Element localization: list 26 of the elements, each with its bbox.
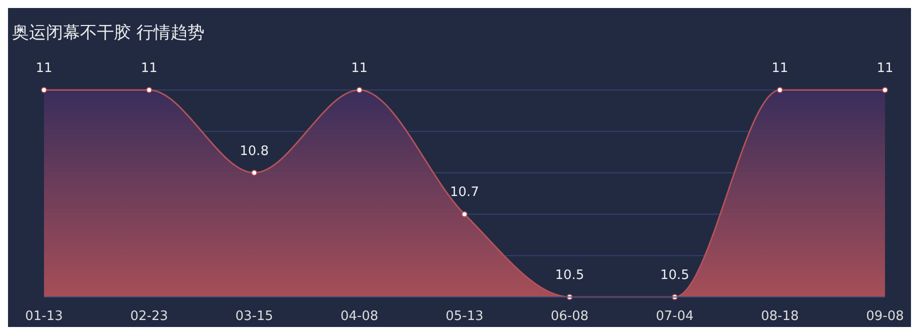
x-tick-label: 02-23 [130,309,168,324]
data-label: 10.8 [240,144,269,159]
data-label: 10.7 [450,185,479,200]
point [776,87,783,93]
data-label: 11 [876,61,894,76]
data-label: 11 [140,61,158,76]
data-label: 11 [772,61,788,76]
point [251,170,258,176]
x-tick-label: 04-08 [340,309,378,324]
data-label: 10.5 [555,268,584,283]
data-label: 11 [351,61,368,76]
x-tick-label: 06-08 [550,309,589,324]
point [462,211,468,218]
x-tick-label: 05-13 [446,309,484,324]
data-label: 10.5 [660,268,690,283]
chart-title: 奥运闭幕不干胶 行情趋势 [12,23,204,43]
x-tick-label: 01-13 [25,309,63,324]
point [882,87,888,93]
data-label: 11 [36,61,52,76]
x-tick-label: 08-18 [760,309,799,324]
point [356,87,362,93]
x-tick-label: 09-08 [866,309,904,324]
x-tick-label: 03-15 [235,309,274,324]
point [41,87,47,93]
point [146,87,152,93]
x-tick-label: 07-04 [656,309,694,324]
